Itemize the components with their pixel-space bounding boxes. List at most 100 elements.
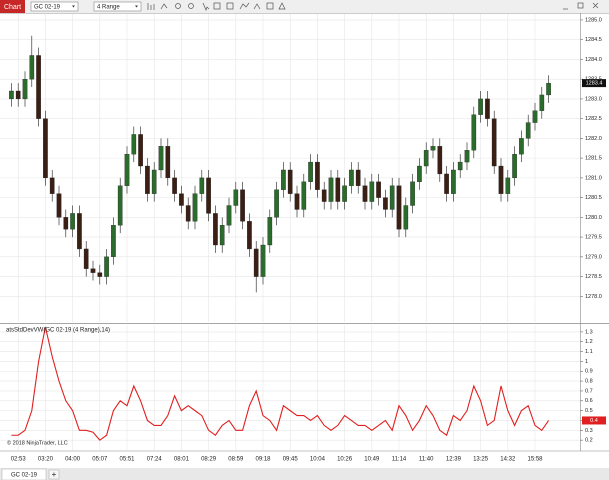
candle-body <box>56 193 62 218</box>
y-tick-label: 1284.0 <box>585 57 602 63</box>
y-tick-label: 0.7 <box>585 388 593 394</box>
candle-body <box>247 221 252 250</box>
candle-body <box>321 189 327 202</box>
candle-body <box>138 134 143 167</box>
y-tick-label: 1.3 <box>585 329 593 335</box>
y-tick-label: 1278.0 <box>585 294 602 300</box>
chart-tab-label: Chart <box>4 4 21 11</box>
candle-body <box>498 165 504 194</box>
indicators-icon[interactable] <box>239 2 250 10</box>
candle-body <box>451 169 456 194</box>
y-tick-label: 1280.5 <box>585 195 602 201</box>
x-tick-label: 08:59 <box>228 457 244 463</box>
candle-body <box>145 165 150 194</box>
candle-body <box>525 122 531 139</box>
y-tick-label: 0.8 <box>585 379 593 385</box>
y-tick-label: 0.9 <box>585 369 593 375</box>
indicator-title: atsStdDevVW(GC 02-19 (4 Range),14) <box>6 328 110 334</box>
candle-body <box>97 272 103 277</box>
y-tick-label: 1278.5 <box>585 274 602 280</box>
chart-tab[interactable] <box>0 0 25 13</box>
candle-body <box>294 193 300 210</box>
candle-body <box>308 161 313 182</box>
candle-body <box>423 150 429 167</box>
candle-body <box>437 146 443 175</box>
candle-body <box>185 205 191 222</box>
y-tick-label: 0.3 <box>585 428 593 434</box>
dropdown-arrow <box>135 5 138 8</box>
x-tick-label: 14:32 <box>500 457 516 463</box>
candle-body <box>410 181 415 206</box>
candle-body <box>29 55 35 80</box>
candle-body <box>219 225 225 246</box>
candle-body <box>519 138 524 155</box>
candle-body <box>63 217 69 230</box>
candle-body <box>355 169 361 186</box>
candle-body <box>532 110 538 123</box>
x-tick-label: 09:18 <box>255 457 271 463</box>
toolbar-icons <box>147 2 599 11</box>
x-tick-label: 08:01 <box>174 457 190 463</box>
candle-body <box>9 90 14 100</box>
y-tick-label: 1.1 <box>585 349 593 355</box>
candle-body <box>478 98 483 115</box>
x-tick-label: 07:24 <box>147 457 163 463</box>
candle-body <box>111 225 116 257</box>
candle-body <box>274 189 279 218</box>
line-icon[interactable] <box>160 3 168 10</box>
candle-body <box>83 248 89 269</box>
candle-body <box>49 177 55 194</box>
y-tick-label: 1284.5 <box>585 37 602 43</box>
candle-body <box>315 161 320 190</box>
close-button[interactable] <box>592 2 599 9</box>
candle-body <box>151 169 157 194</box>
zoom-out-icon[interactable] <box>188 3 194 9</box>
add-tab-button[interactable] <box>48 469 60 480</box>
candle-body <box>267 217 273 246</box>
candle-body <box>389 185 395 210</box>
x-tick-label: 13:25 <box>473 457 489 463</box>
candle-body <box>491 118 497 167</box>
candle-body <box>383 197 388 210</box>
candle-body <box>376 181 381 198</box>
pointer-icon[interactable] <box>202 2 210 11</box>
strategies-icon[interactable] <box>253 3 261 10</box>
dropdown-arrow <box>72 5 75 8</box>
x-tick-label: 03:20 <box>38 457 54 463</box>
candle-body <box>342 185 347 202</box>
candle-body <box>260 244 266 277</box>
candle-body <box>546 82 551 96</box>
interval-select[interactable] <box>93 1 142 12</box>
x-tick-label: 04:00 <box>65 457 81 463</box>
maximize-button[interactable] <box>577 2 584 9</box>
properties-icon[interactable] <box>226 2 234 10</box>
candle-body <box>430 146 436 151</box>
candle-body <box>485 98 490 119</box>
y-tick-label: 1280.0 <box>585 215 602 221</box>
candle-body <box>362 185 368 202</box>
instrument-tab[interactable] <box>1 468 47 480</box>
candle-body <box>43 118 48 179</box>
zoom-in-icon[interactable] <box>175 3 181 9</box>
x-tick-label: 10:49 <box>364 457 380 463</box>
template-icon[interactable] <box>213 2 221 10</box>
bars-icon[interactable] <box>147 3 155 10</box>
dataseries-icon[interactable] <box>266 2 274 10</box>
candle-body <box>464 150 470 163</box>
x-tick-label: 11:14 <box>392 457 407 463</box>
candle-body <box>165 146 171 179</box>
candle-body <box>131 134 137 155</box>
y-tick-label: 1282.5 <box>585 116 602 122</box>
instrument-select[interactable] <box>30 1 79 12</box>
drawing-icon[interactable] <box>278 2 286 10</box>
candle-body <box>335 177 341 202</box>
y-tick-label: 0.6 <box>585 398 593 404</box>
y-tick-label: 1 <box>585 359 588 365</box>
x-tick-label: 12:39 <box>446 457 462 463</box>
candle-body <box>396 185 402 230</box>
y-tick-label: 1283.0 <box>585 96 602 102</box>
candle-body <box>15 90 21 100</box>
